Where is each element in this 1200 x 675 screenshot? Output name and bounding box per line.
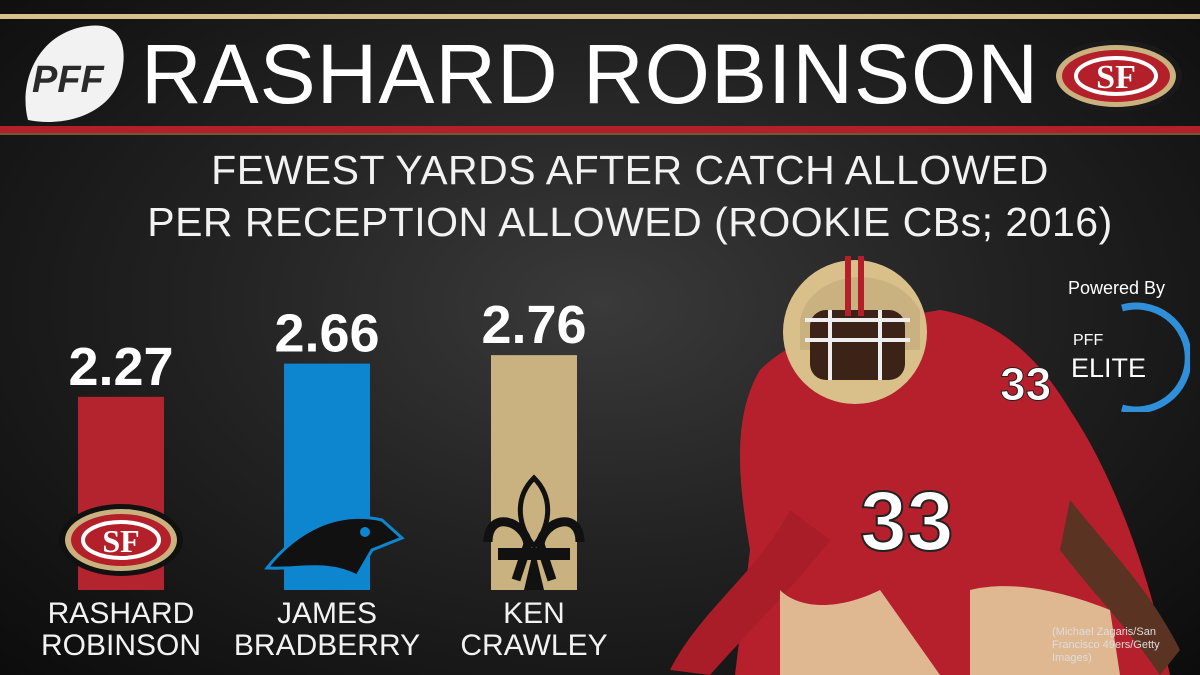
team-logo-car-icon [264,515,405,579]
pff-logo: PFF [25,25,124,122]
player-name-line: RASHARD [47,597,195,630]
pff-logo-text: PFF [32,59,106,101]
player-name-line: BRADBERRY [233,629,421,662]
sf-logo-text: SF [102,523,139,559]
gold-divider [0,133,1200,135]
player-name-line: ROBINSON [40,629,202,662]
player-name-line: CRAWLEY [460,629,608,662]
pff-elite-brand: PFF [1073,332,1104,349]
red-divider [0,126,1200,133]
team-logo-no-icon [483,474,585,590]
data-label: 2.27 [68,337,173,397]
photo-credit: (Michael Zagaris/San Francisco 49ers/Get… [1052,626,1160,664]
player-name-line: KEN [503,597,565,630]
team-logo-sf-icon: SF [59,504,183,576]
player-name-label: RASHARD ROBINSON [21,598,221,662]
pff-elite-label: ELITE [1071,353,1147,383]
data-label: 2.66 [274,304,379,364]
49ers-logo-text: SF [1096,59,1136,96]
powered-by-label: Powered By [1068,278,1166,298]
player-photo: 33 33 [670,256,1180,675]
player-name-line: JAMES [276,597,378,630]
player-name-label: KEN CRAWLEY [434,598,634,662]
gold-top-stripe [0,14,1200,19]
page-title: RASHARD ROBINSON [140,27,1040,121]
data-label: 2.76 [481,295,586,355]
shoulder-number: 33 [1000,358,1051,410]
49ers-logo: SF [1050,40,1182,112]
chart-subtitle-line1: FEWEST YARDS AFTER CATCH ALLOWED [211,147,1049,193]
pff-elite-ring [1121,302,1190,412]
chart-subtitle-line2: PER RECEPTION ALLOWED (ROOKIE CBs; 2016) [147,199,1113,245]
jersey-number: 33 [860,474,953,568]
player-name-label: JAMES BRADBERRY [227,598,427,662]
